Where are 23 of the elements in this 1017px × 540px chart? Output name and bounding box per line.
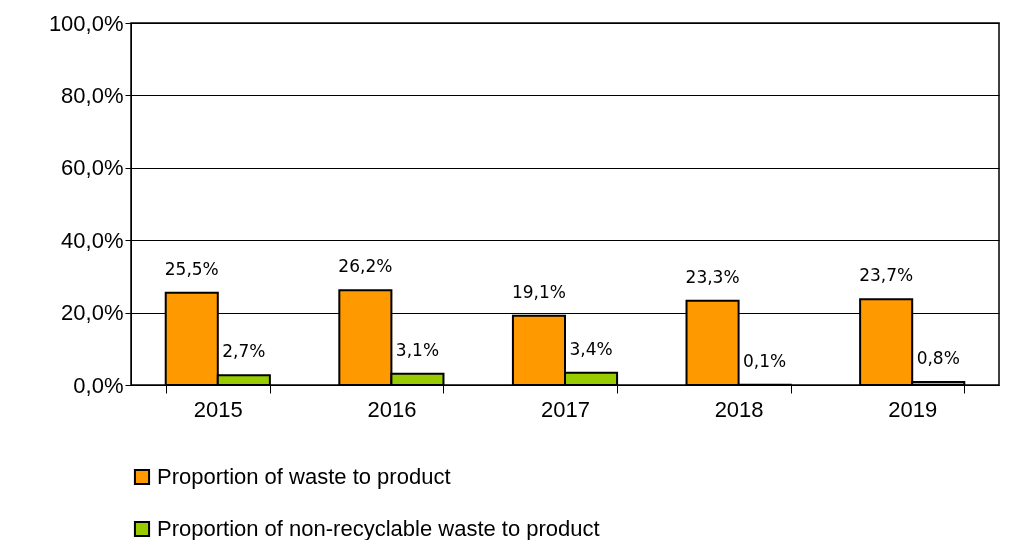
data-label: 23,7% — [859, 265, 914, 286]
data-label: 25,5% — [164, 258, 219, 279]
legend-label: Proportion of waste to product — [157, 464, 451, 489]
x-tick-label: 2015 — [193, 396, 243, 422]
x-tick-label: 2018 — [714, 396, 764, 422]
data-label: 3,4% — [569, 338, 613, 359]
data-label: 26,2% — [338, 256, 393, 277]
y-tick-label: 40,0% — [61, 227, 124, 253]
y-tick-label: 80,0% — [61, 82, 124, 108]
data-label: 23,3% — [685, 266, 740, 287]
data-label: 0,1% — [743, 350, 787, 371]
legend-label: Proportion of non-recyclable waste to product — [157, 516, 600, 540]
data-label: 2,7% — [222, 341, 266, 362]
data-label: 19,1% — [511, 281, 566, 302]
y-tick-label: 0,0% — [73, 372, 124, 398]
y-tick-label: 100,0% — [48, 10, 124, 36]
x-tick-label: 2016 — [367, 396, 417, 422]
data-label: 0,8% — [916, 348, 960, 369]
y-tick-label: 20,0% — [61, 300, 124, 326]
x-tick-label: 2019 — [888, 396, 938, 422]
x-tick-label: 2017 — [541, 396, 590, 422]
y-tick-label: 60,0% — [61, 155, 124, 181]
data-label: 3,1% — [395, 339, 440, 360]
